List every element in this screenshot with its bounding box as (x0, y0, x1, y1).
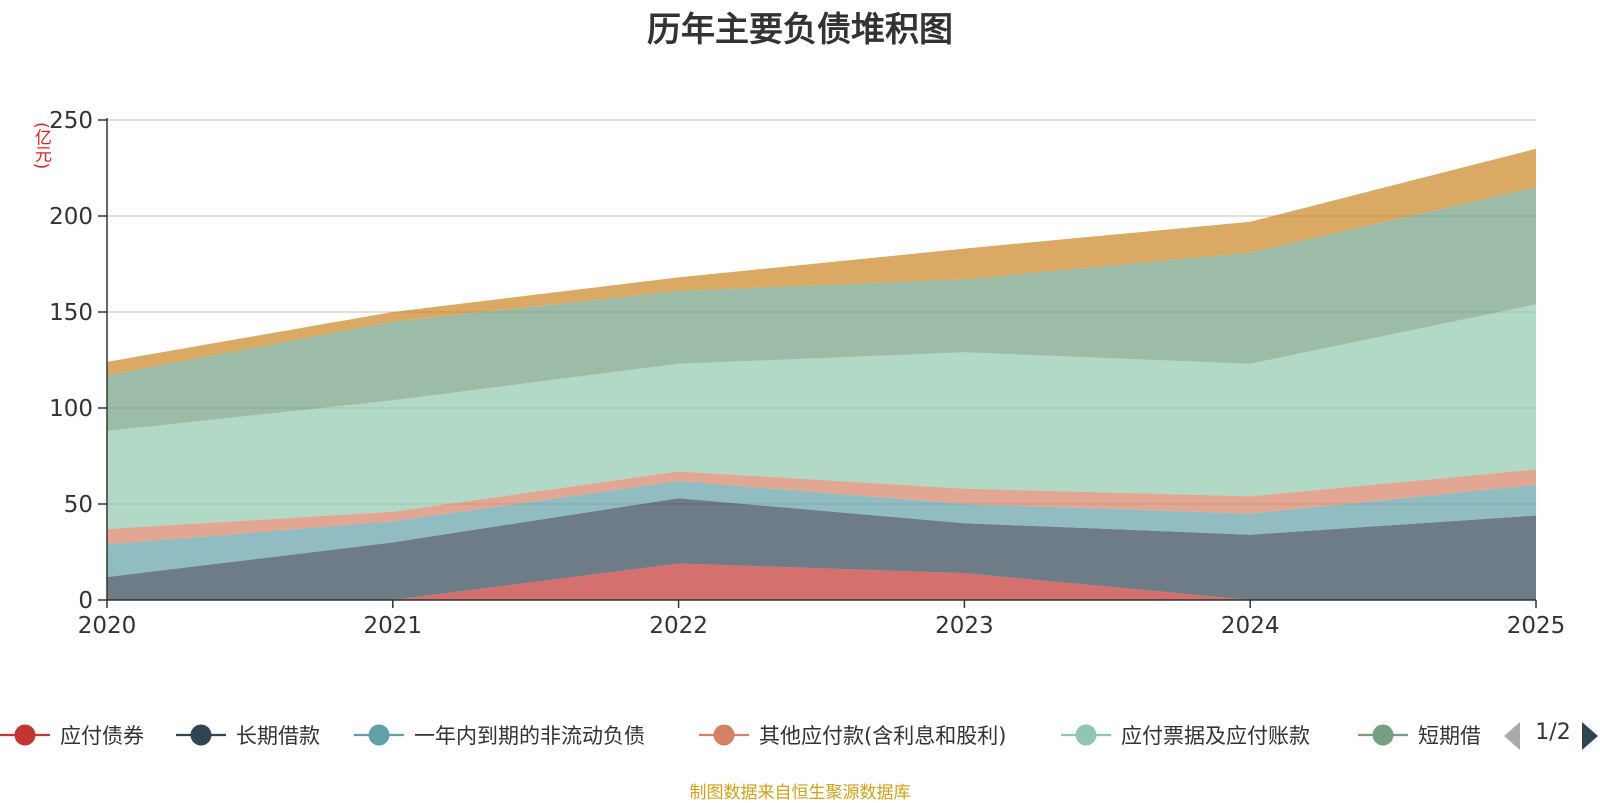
y-tick-label: 250 (49, 108, 93, 134)
legend-marker-notes-payable (1061, 724, 1111, 746)
area-一年内到期的非流动负债 (107, 481, 1536, 577)
x-tick-label: 2020 (78, 613, 137, 639)
legend-label: 一年内到期的非流动负债 (414, 724, 645, 748)
y-tick-label: 50 (64, 492, 93, 518)
y-tick-label: 100 (49, 396, 93, 422)
legend-label: 短期借 (1418, 724, 1480, 748)
legend-dot (190, 724, 212, 746)
legend-item-current-noncurrent[interactable]: 一年内到期的非流动负债 (354, 715, 645, 755)
legend-item-short-term-loans[interactable]: 短期借 (1358, 715, 1480, 755)
next-page-icon[interactable] (1582, 722, 1598, 750)
area-长期借款 (107, 498, 1536, 600)
legend-item-notes-payable[interactable]: 应付票据及应付账款 (1061, 715, 1310, 755)
x-tick-label: 2023 (935, 613, 994, 639)
area-应付票据及应付账款 (107, 304, 1536, 529)
chart-canvas: 0 50 100 150 200 250 2020 2021 2022 2023 2024 2025 (49, 108, 1565, 639)
legend-dot (713, 724, 735, 746)
legend-marker-short-term-loans (1358, 724, 1408, 746)
x-tick-label: 2025 (1507, 613, 1566, 639)
legend-pager: 1/2 (1500, 718, 1600, 754)
area-应付债券 (107, 563, 1536, 600)
legend-label: 其他应付款(含利息和股利) (759, 724, 1007, 748)
y-tick-label: 200 (49, 204, 93, 230)
legend-label: 长期借款 (236, 724, 320, 748)
legend-dot (368, 724, 390, 746)
x-tick-label: 2022 (649, 613, 708, 639)
legend-item-long-term-loans[interactable]: 长期借款 (176, 715, 320, 755)
x-tick-label: 2024 (1221, 613, 1280, 639)
legend-label: 应付票据及应付账款 (1121, 724, 1310, 748)
y-tick-label: 150 (49, 300, 93, 326)
axis-layer: 0 50 100 150 200 250 2020 2021 2022 2023 2024 2025 (49, 108, 1565, 639)
legend-dot (1075, 724, 1097, 746)
legend-dot (1372, 724, 1394, 746)
legend-marker-bonds (0, 724, 50, 746)
area-layer (107, 148, 1536, 600)
legend-marker-other-payables (699, 724, 749, 746)
legend-item-other-payables[interactable]: 其他应付款(含利息和股利) (699, 715, 1006, 755)
y-tick-label: 0 (78, 588, 93, 614)
area-其他应付款(含利息和股利) (107, 469, 1536, 545)
chart-title: 历年主要负债堆积图 (647, 10, 953, 50)
x-tick-label: 2021 (364, 613, 423, 639)
legend-page-indicator: 1/2 (1535, 720, 1571, 745)
legend-item-bonds[interactable]: 应付债券 (0, 715, 144, 755)
y-axis-unit: (亿元) (31, 122, 51, 170)
legend-marker-long-term-loans (176, 724, 226, 746)
prev-page-icon[interactable] (1504, 722, 1520, 750)
legend-label: 应付债券 (60, 724, 144, 748)
area-短期借款 (107, 187, 1536, 431)
legend-marker-current-noncurrent (354, 724, 404, 746)
data-source-note: 制图数据来自恒生聚源数据库 (689, 783, 911, 803)
legend: 应付债券 长期借款 一年内到期的非流动负债 其他应付款(含利息和股利) 应付票据… (0, 715, 1600, 755)
legend-dot (14, 724, 36, 746)
